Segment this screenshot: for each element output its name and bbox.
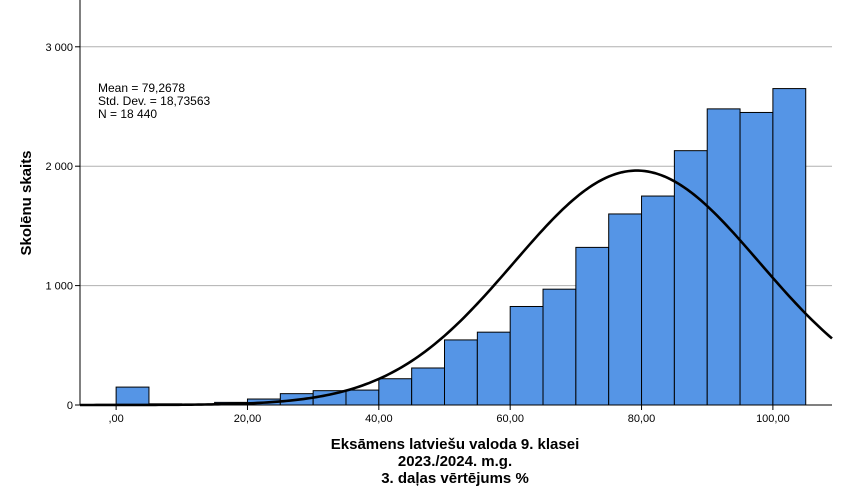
x-tick-label: 20,00: [234, 413, 262, 425]
histogram-bar: [444, 339, 478, 406]
histogram-bar: [476, 331, 511, 406]
x-axis-ticks: ,00 20,00 40,00 60,00 80,00 100,00: [108, 405, 790, 425]
stat-mean: Mean = 79,2678: [98, 81, 185, 95]
x-axis-title-line-3: 3. daļas vērtējums %: [381, 470, 529, 487]
stat-n: N = 18 440: [98, 107, 157, 121]
histogram-bar: [608, 213, 643, 406]
histogram-bar: [411, 367, 446, 406]
y-tick-label: 1 000: [45, 281, 73, 293]
histogram-bar: [772, 88, 807, 406]
y-axis-title: Skolēnu skaits: [18, 150, 35, 255]
x-axis-title-line-1: Eksāmens latviešu valoda 9. klasei: [331, 436, 579, 453]
x-tick-label: 80,00: [628, 413, 656, 425]
histogram-bar: [345, 389, 380, 406]
stat-std-dev: Std. Dev. = 18,73563: [98, 94, 211, 108]
y-tick-label: 0: [67, 400, 73, 412]
histogram-bar: [673, 150, 708, 406]
histogram-bar: [542, 288, 577, 406]
y-axis-ticks: 0 1 000 2 000 3 000: [45, 42, 80, 412]
bars: [115, 88, 807, 406]
histogram-bar: [378, 378, 413, 406]
histogram-bar: [641, 195, 675, 406]
histogram-bar: [706, 108, 741, 406]
histogram-bar: [575, 246, 610, 406]
x-tick-label: ,00: [108, 413, 123, 425]
y-tick-label: 2 000: [45, 161, 73, 173]
x-axis-title-line-2: 2023./2024. m.g.: [398, 453, 512, 470]
y-tick-label: 3 000: [45, 42, 73, 54]
x-tick-label: 40,00: [365, 413, 393, 425]
histogram-bar: [115, 386, 150, 406]
histogram-bar: [509, 305, 544, 406]
x-tick-label: 100,00: [756, 413, 790, 425]
x-tick-label: 60,00: [496, 413, 524, 425]
